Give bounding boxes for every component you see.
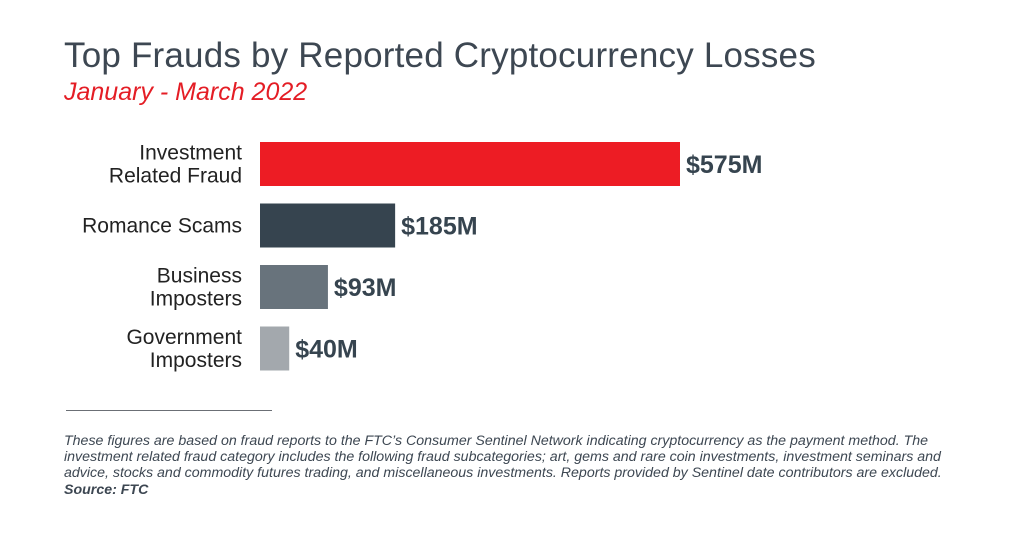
bar-2 bbox=[260, 265, 328, 309]
footnote-divider bbox=[66, 410, 272, 411]
footnote-source: Source: FTC bbox=[64, 481, 149, 498]
bar-3 bbox=[260, 326, 290, 371]
category-label-3: Government Imposters bbox=[126, 326, 242, 372]
bar-1 bbox=[260, 203, 396, 248]
bar-value-label-3: $40M bbox=[295, 336, 358, 364]
category-label-1: Romance Scams bbox=[82, 215, 242, 238]
chart-title: Top Frauds by Reported Cryptocurrency Lo… bbox=[64, 36, 816, 75]
footnote-text: These figures are based on fraud reports… bbox=[64, 433, 942, 482]
bar-value-label-1: $185M bbox=[401, 213, 477, 241]
chart-subtitle: January - March 2022 bbox=[64, 78, 308, 106]
category-label-2: Business Imposters bbox=[150, 265, 242, 311]
bar-value-label-0: $575M bbox=[686, 151, 762, 179]
footnote: These figures are based on fraud reports… bbox=[64, 433, 964, 498]
category-label-0: Investment Related Fraud bbox=[109, 142, 242, 188]
bar-value-label-2: $93M bbox=[334, 274, 397, 302]
bar-chart: $575M Investment Related Fraud $185M Romance… bbox=[82, 142, 762, 373]
bar-0 bbox=[260, 142, 680, 186]
